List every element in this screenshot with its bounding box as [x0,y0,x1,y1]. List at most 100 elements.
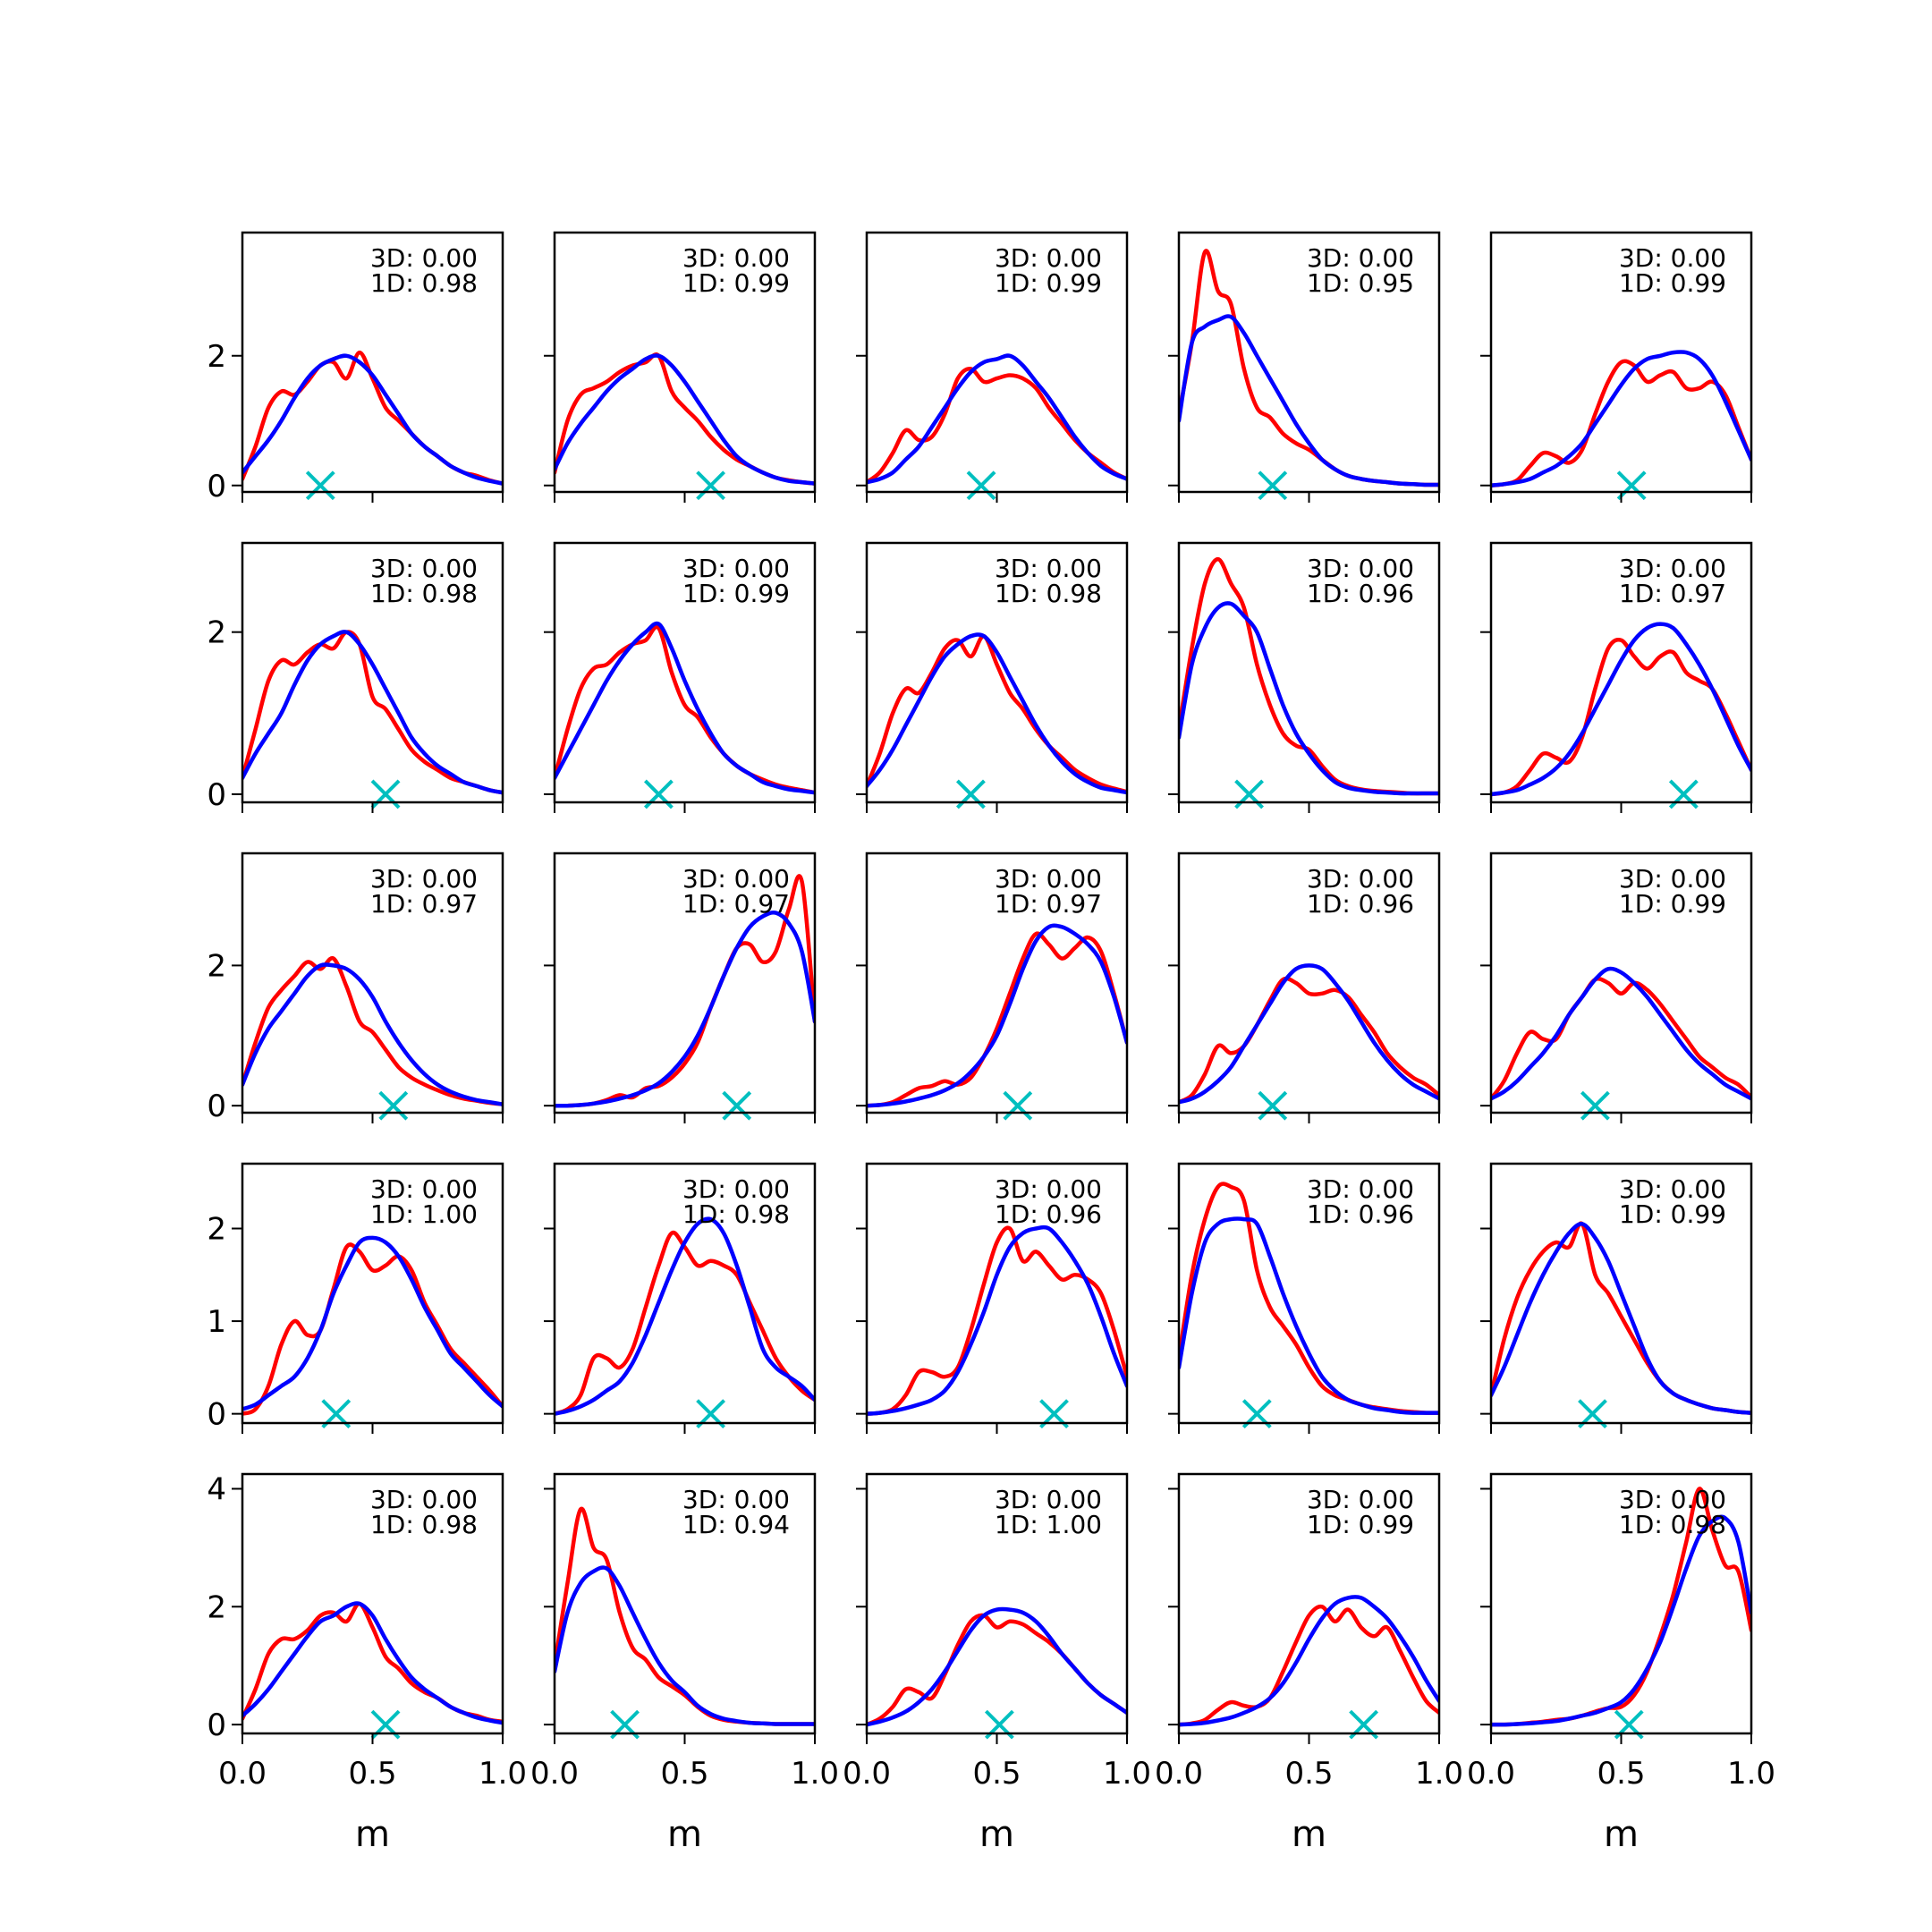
x-tick-label: 1.0 [1103,1756,1151,1792]
annotation-line: 3D: 0.00 [682,1485,790,1514]
marker-x [1234,779,1264,809]
annotation-line: 1D: 1.00 [370,1199,478,1229]
blue-series-line [1179,1216,1439,1415]
x-tick-label: 0.5 [660,1756,708,1792]
annotation-line: 3D: 0.00 [370,1485,478,1514]
marker-x [305,470,335,501]
annotation-line: 3D: 0.00 [1307,1485,1414,1514]
annotation-line: 3D: 0.00 [682,554,790,583]
red-series-line [867,633,1127,794]
red-series-line [555,1230,815,1416]
marker-stroke [966,470,996,501]
y-tick-label: 0 [207,1397,226,1433]
x-tick-label: 0.5 [348,1756,396,1792]
marker-stroke [1258,470,1288,501]
marker-stroke [722,1090,752,1121]
blue-series-line [1491,966,1751,1101]
annotation-line: 1D: 0.97 [1619,579,1726,608]
annotation-line: 1D: 0.96 [1307,889,1414,919]
annotation-line: 1D: 0.99 [1619,268,1726,298]
x-tick-label: 1.0 [1415,1756,1463,1792]
red-series-line [867,366,1127,485]
blue-series-line [1491,350,1751,488]
annotation-line: 3D: 0.00 [995,1174,1102,1204]
marker-x [378,1090,409,1121]
x-axis-label: m [1604,1814,1639,1855]
marker-x [370,779,401,809]
annotation-line: 3D: 0.00 [1619,864,1726,894]
blue-series-line [242,962,503,1106]
y-tick-label: 0 [207,469,226,504]
y-tick-label: 1 [207,1304,226,1340]
blue-series-line [1491,1514,1751,1727]
annotation-line: 3D: 0.00 [1619,1174,1726,1204]
annotation-line: 3D: 0.00 [1619,1485,1726,1514]
marker-x [643,779,674,809]
annotation-line: 1D: 0.97 [370,889,478,919]
x-tick-label: 0.5 [1284,1756,1333,1792]
blue-series-line [1491,1222,1751,1415]
annotation-line: 1D: 0.98 [1619,1510,1726,1539]
blue-series-line [867,923,1127,1108]
y-tick-label: 2 [207,339,226,375]
annotation-line: 3D: 0.00 [1307,554,1414,583]
x-axis-label: m [667,1814,702,1855]
red-series-line [1491,359,1751,488]
blue-series-line [555,353,815,486]
annotation-line: 3D: 0.00 [1619,243,1726,273]
blue-series-line [242,1601,503,1725]
blue-series-line [1179,963,1439,1105]
marker-stroke [1003,1090,1033,1121]
annotation-line: 3D: 0.00 [370,243,478,273]
red-series-line [555,624,815,795]
red-series-line [1491,1221,1751,1415]
blue-series-line [555,1216,815,1416]
x-axis-label: m [355,1814,390,1855]
blue-series-line [555,911,815,1108]
annotation-line: 1D: 0.99 [995,268,1102,298]
marker-x [1258,470,1288,501]
red-series-line [242,955,503,1106]
annotation-line: 1D: 0.98 [995,579,1102,608]
marker-stroke [1580,1090,1610,1121]
annotation-line: 3D: 0.00 [995,243,1102,273]
x-tick-label: 0.5 [972,1756,1021,1792]
y-tick-label: 2 [207,948,226,984]
annotation-line: 1D: 0.99 [1619,1199,1726,1229]
marker-stroke [378,1090,409,1121]
blue-series-line [867,353,1127,485]
marker-x [1616,470,1647,501]
annotation-line: 3D: 0.00 [682,864,790,894]
annotation-line: 1D: 0.97 [995,889,1102,919]
blue-series-line [242,1235,503,1411]
annotation-line: 3D: 0.00 [682,1174,790,1204]
marker-x [1003,1090,1033,1121]
blue-series-line [555,1565,815,1726]
y-tick-label: 4 [207,1471,226,1507]
annotation-line: 1D: 1.00 [995,1510,1102,1539]
blue-series-line [242,630,503,795]
red-series-line [242,1242,503,1416]
red-series-line [555,352,815,486]
annotation-line: 3D: 0.00 [1619,554,1726,583]
x-tick-label: 0.0 [530,1756,579,1792]
annotation-line: 3D: 0.00 [370,554,478,583]
annotation-line: 3D: 0.00 [995,864,1102,894]
